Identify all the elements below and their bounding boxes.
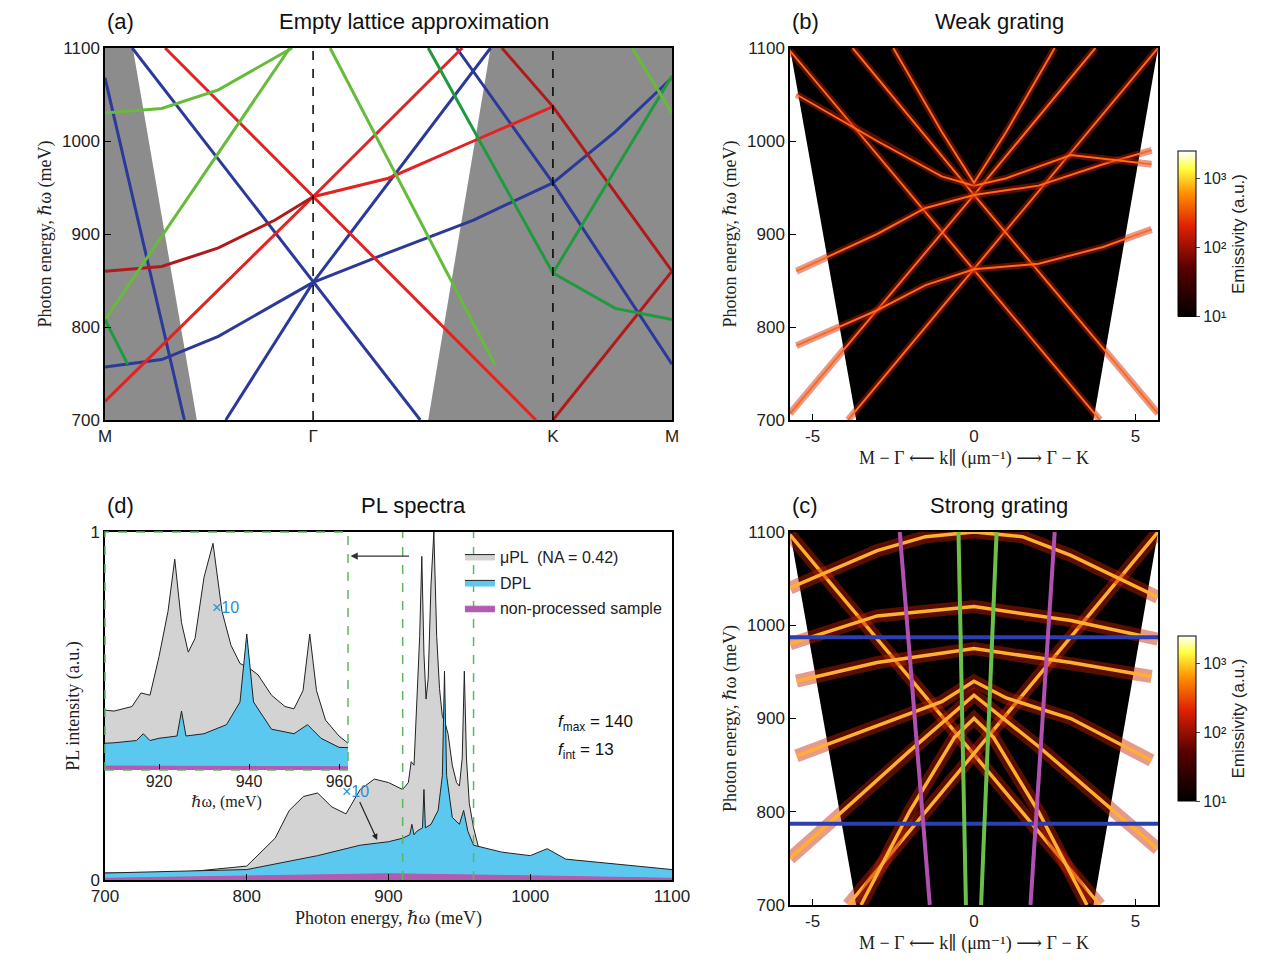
svg-text:(a): (a) — [107, 9, 134, 34]
svg-text:10²: 10² — [1203, 724, 1227, 741]
svg-text:1000: 1000 — [747, 616, 785, 635]
svg-text:DPL: DPL — [500, 575, 531, 592]
svg-text:×10: ×10 — [212, 599, 239, 616]
svg-text:Weak grating: Weak grating — [935, 9, 1064, 34]
svg-text:700: 700 — [71, 411, 99, 430]
svg-text:K: K — [547, 427, 559, 446]
svg-text:10¹: 10¹ — [1203, 793, 1226, 810]
svg-text:M: M — [665, 427, 679, 446]
svg-text:960: 960 — [326, 773, 353, 790]
svg-text:Γ: Γ — [308, 427, 317, 446]
svg-text:non-processed sample: non-processed sample — [500, 600, 662, 617]
svg-text:1100: 1100 — [748, 39, 785, 58]
svg-text:1000: 1000 — [62, 132, 100, 151]
svg-text:900: 900 — [374, 887, 402, 906]
svg-text:PL spectra: PL spectra — [361, 493, 466, 518]
svg-text:10²: 10² — [1203, 239, 1227, 256]
svg-text:×10: ×10 — [342, 783, 369, 800]
svg-text:900: 900 — [756, 225, 784, 244]
svg-text:Photon energy, ℏω (meV): Photon energy, ℏω (meV) — [35, 141, 56, 328]
svg-text:(c): (c) — [792, 493, 818, 518]
svg-text:940: 940 — [236, 773, 263, 790]
svg-text:900: 900 — [71, 225, 99, 244]
svg-text:920: 920 — [146, 773, 173, 790]
svg-text:M − Γ ⟵ k∥ (μm⁻¹) ⟶ Γ − K: M − Γ ⟵ k∥ (μm⁻¹) ⟶ Γ − K — [859, 933, 1089, 954]
svg-text:ℏω, (meV): ℏω, (meV) — [191, 793, 262, 811]
svg-text:Strong grating: Strong grating — [930, 493, 1068, 518]
svg-text:Photon energy, ℏω (meV): Photon energy, ℏω (meV) — [295, 908, 482, 929]
svg-text:M: M — [98, 427, 112, 446]
svg-text:700: 700 — [756, 896, 784, 915]
svg-text:-5: -5 — [805, 427, 820, 446]
svg-text:5: 5 — [1131, 427, 1140, 446]
svg-text:10³: 10³ — [1203, 170, 1227, 187]
svg-text:f​max​ = 140: f​max​ = 140 — [558, 712, 633, 734]
svg-text:Empty lattice approximation: Empty lattice approximation — [279, 9, 549, 34]
svg-text:700: 700 — [756, 411, 784, 430]
svg-text:(b): (b) — [792, 9, 819, 34]
svg-text:800: 800 — [233, 887, 261, 906]
svg-text:Photon energy, ℏω (meV): Photon energy, ℏω (meV) — [720, 141, 741, 328]
svg-text:800: 800 — [756, 803, 784, 822]
svg-text:5: 5 — [1131, 912, 1140, 931]
svg-text:Photon energy, ℏω (meV): Photon energy, ℏω (meV) — [720, 625, 741, 812]
svg-text:1100: 1100 — [654, 887, 691, 906]
svg-text:M − Γ ⟵ k∥ (μm⁻¹) ⟶ Γ − K: M − Γ ⟵ k∥ (μm⁻¹) ⟶ Γ − K — [859, 448, 1089, 469]
svg-text:10¹: 10¹ — [1203, 308, 1226, 325]
svg-text:800: 800 — [71, 318, 99, 337]
svg-text:0: 0 — [969, 427, 978, 446]
svg-text:900: 900 — [756, 709, 784, 728]
svg-text:1100: 1100 — [748, 523, 785, 542]
svg-text:-5: -5 — [805, 912, 820, 931]
svg-text:1100: 1100 — [63, 39, 100, 58]
svg-text:Emissivity (a.u.): Emissivity (a.u.) — [1229, 659, 1248, 779]
svg-text:0: 0 — [969, 912, 978, 931]
svg-text:700: 700 — [91, 887, 119, 906]
svg-text:PL intensity (a.u.): PL intensity (a.u.) — [63, 641, 84, 770]
svg-text:Emissivity (a.u.): Emissivity (a.u.) — [1229, 174, 1248, 294]
svg-text:f​int​ = 13: f​int​ = 13 — [558, 740, 614, 762]
svg-text:10³: 10³ — [1203, 655, 1227, 672]
svg-text:1000: 1000 — [511, 887, 549, 906]
svg-text:(d): (d) — [107, 493, 134, 518]
svg-text:1: 1 — [90, 523, 99, 542]
svg-text:800: 800 — [756, 318, 784, 337]
svg-text:1000: 1000 — [747, 132, 785, 151]
svg-text:0: 0 — [90, 871, 99, 890]
svg-text:μPL (NA = 0.42): μPL (NA = 0.42) — [500, 549, 618, 566]
